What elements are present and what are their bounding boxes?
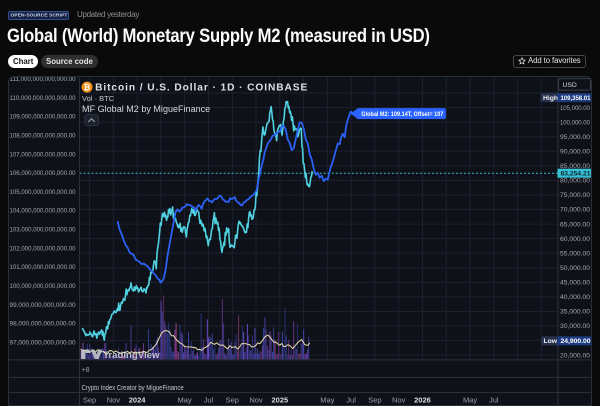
svg-text:May: May [463,395,477,404]
svg-text:High: High [542,94,557,101]
svg-text:24,900.00: 24,900.00 [560,338,590,345]
svg-text:MF Global M2 by MigueFinance: MF Global M2 by MigueFinance [82,104,210,114]
svg-text:Jul: Jul [346,395,356,404]
svg-text:111,000,000,000,000.00: 111,000,000,000,000.00 [9,77,75,83]
svg-text:Nov: Nov [249,395,263,404]
svg-text:105,000,000,000,000.00: 105,000,000,000,000.00 [9,188,75,195]
svg-text:105,000.00: 105,000.00 [559,104,589,111]
svg-text:Global M2: 109.14T, Offset= 10: Global M2: 109.14T, Offset= 107 [361,110,443,117]
svg-text:₿: ₿ [83,83,90,92]
svg-text:May: May [320,395,334,404]
svg-text:75,000.00: 75,000.00 [559,192,589,199]
svg-text:109,358.01: 109,358.01 [560,94,590,101]
svg-text:+8: +8 [81,366,89,373]
svg-text:100,000.00: 100,000.00 [559,119,589,126]
svg-text:98,000,000,000,000.00: 98,000,000,000,000.00 [9,320,75,327]
svg-text:USD: USD [562,81,576,88]
svg-text:99,000,000,000,000.00: 99,000,000,000,000.00 [9,301,75,308]
svg-text:83,254.21: 83,254.21 [560,170,590,177]
svg-text:Bitcoin / U.S. Dollar · 1D · C: Bitcoin / U.S. Dollar · 1D · COINBASE [95,82,307,93]
svg-text:2026: 2026 [414,395,431,404]
svg-text:109,000,000,000,000.00: 109,000,000,000,000.00 [9,113,75,120]
svg-text:Crypto Index Creator by MigueF: Crypto Index Creator by MigueFinance [81,382,183,391]
svg-text:30,000.00: 30,000.00 [559,323,589,330]
svg-text:Low: Low [543,338,557,345]
svg-text:Jul: Jul [489,395,499,404]
svg-text:108,000,000,000,000.00: 108,000,000,000,000.00 [9,132,75,139]
svg-text:95,000.00: 95,000.00 [559,133,589,140]
svg-text:104,000,000,000,000.00: 104,000,000,000,000.00 [9,207,75,214]
svg-text:65,000.00: 65,000.00 [559,221,589,228]
svg-text:Sep: Sep [82,395,95,404]
svg-text:55,000.00: 55,000.00 [559,250,589,257]
svg-text:May: May [177,395,191,404]
svg-text:50,000.00: 50,000.00 [559,264,589,271]
svg-text:110,000,000,000,000.00: 110,000,000,000,000.00 [9,94,75,101]
svg-text:103,000,000,000,000.00: 103,000,000,000,000.00 [9,226,75,233]
svg-text:100,000,000,000,000.00: 100,000,000,000,000.00 [9,282,75,289]
svg-text:70,000.00: 70,000.00 [559,206,589,213]
svg-text:107,000,000,000,000.00: 107,000,000,000,000.00 [9,151,75,158]
svg-text:2025: 2025 [271,395,288,404]
svg-text:Sep: Sep [368,395,381,404]
svg-text:Jul: Jul [203,395,213,404]
svg-text:80,000.00: 80,000.00 [559,177,589,184]
svg-text:102,000,000,000,000.00: 102,000,000,000,000.00 [9,245,75,252]
svg-text:90,000.00: 90,000.00 [559,148,589,155]
svg-text:97,000,000,000,000.00: 97,000,000,000,000.00 [9,339,75,346]
svg-text:2024: 2024 [128,395,146,404]
svg-text:85,000.00: 85,000.00 [559,163,589,170]
svg-text:Nov: Nov [392,395,406,404]
svg-text:101,000,000,000,000.00: 101,000,000,000,000.00 [9,264,75,271]
svg-text:35,000.00: 35,000.00 [559,308,589,315]
svg-text:40,000.00: 40,000.00 [559,294,589,301]
svg-text:TradingView: TradingView [103,350,160,361]
svg-text:106,000,000,000,000.00: 106,000,000,000,000.00 [9,170,75,177]
svg-text:60,000.00: 60,000.00 [559,235,589,242]
svg-text:Nov: Nov [106,395,120,404]
svg-text:45,000.00: 45,000.00 [559,279,589,286]
svg-text:Sep: Sep [225,395,238,404]
svg-text:Vol · BTC: Vol · BTC [82,94,115,103]
svg-text:20,000.00: 20,000.00 [559,352,589,359]
